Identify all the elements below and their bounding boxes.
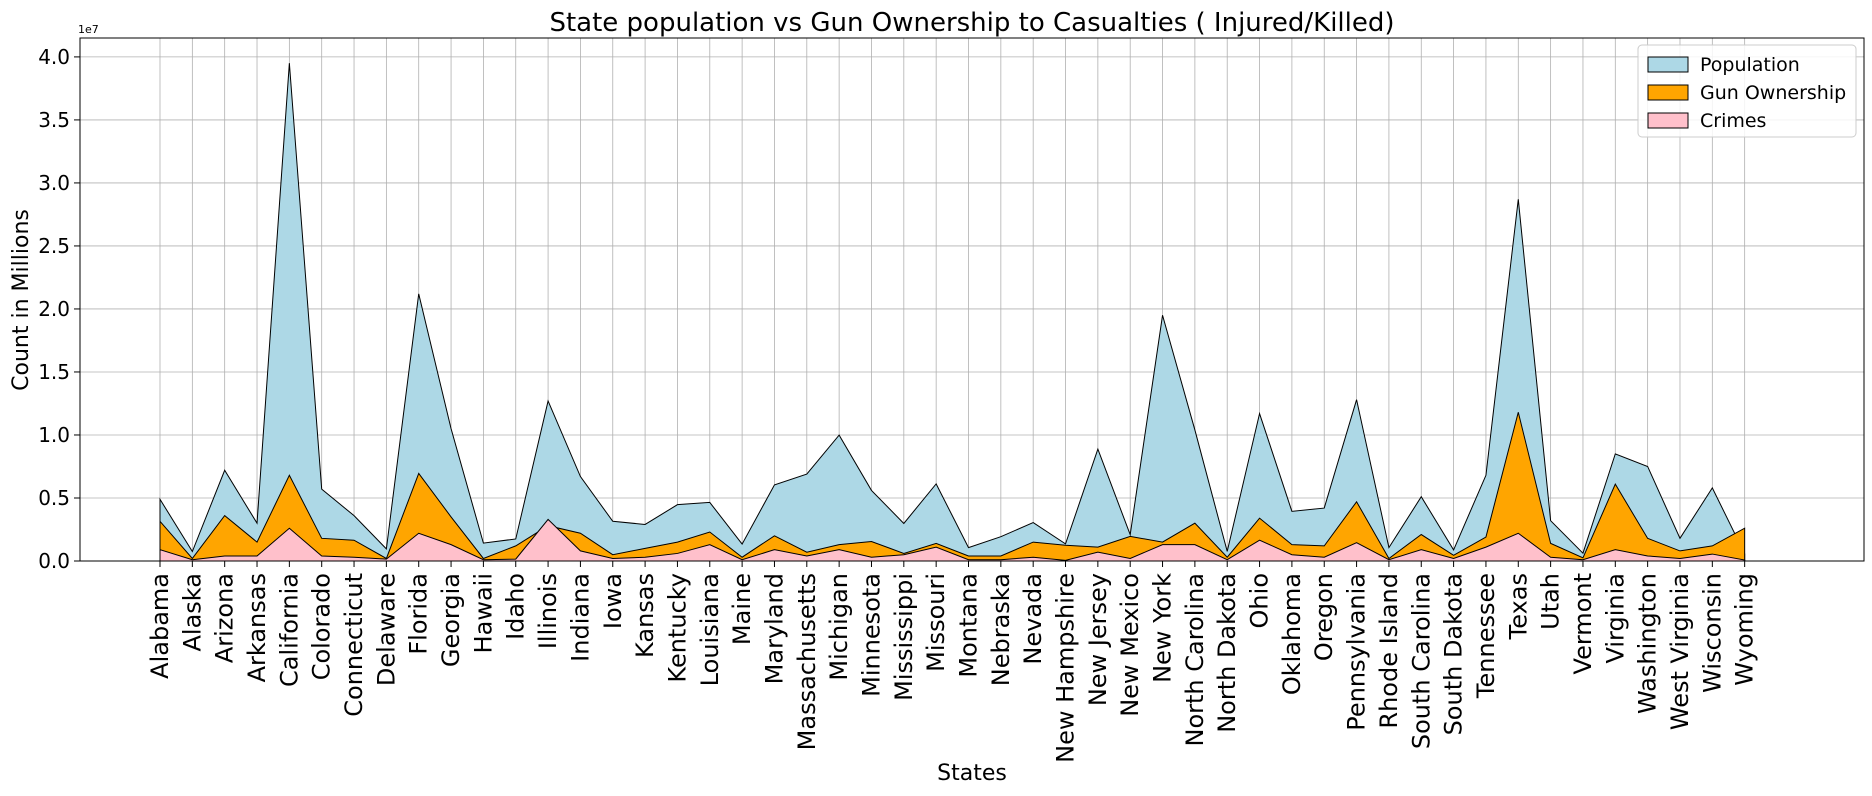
y-tick-label: 4.0 xyxy=(38,45,70,69)
x-tick-label: Maryland xyxy=(760,573,788,684)
legend: Population Gun Ownership Crimes xyxy=(1637,44,1857,138)
x-tick-label: Ohio xyxy=(1246,573,1274,628)
x-tick-label: Hawaii xyxy=(469,573,497,653)
x-tick-label: West Virginia xyxy=(1666,573,1694,730)
x-tick-label: Arizona xyxy=(211,573,239,663)
legend-label-crimes: Crimes xyxy=(1700,110,1766,132)
x-tick-label: Colorado xyxy=(308,573,336,680)
x-tick-label: Wisconsin xyxy=(1698,573,1726,693)
x-tick-label: Rhode Island xyxy=(1375,573,1403,729)
legend-frame xyxy=(1637,44,1857,138)
x-tick-label: Michigan xyxy=(825,573,853,681)
legend-swatch-crimes xyxy=(1647,112,1689,129)
x-tick-label: North Carolina xyxy=(1181,573,1209,747)
x-tick-label: Massachusetts xyxy=(793,573,821,750)
plot-frame xyxy=(79,37,1865,562)
y-tick-label: 2.5 xyxy=(38,234,70,258)
x-tick-label: Virginia xyxy=(1601,573,1629,664)
x-tick-label: Washington xyxy=(1634,573,1662,714)
x-tick-label: Oklahoma xyxy=(1278,573,1306,695)
x-tick-label: New Hampshire xyxy=(1052,573,1080,763)
y-axis-label: Count in Millions xyxy=(9,209,34,391)
x-tick-label: Idaho xyxy=(502,573,530,640)
y-axis-offset-label: 1e7 xyxy=(78,23,99,36)
legend-swatch-population xyxy=(1647,56,1689,73)
legend-label-gun-ownership: Gun Ownership xyxy=(1700,82,1846,104)
x-tick-label: Alabama xyxy=(146,573,174,679)
x-tick-label: Illinois xyxy=(534,573,562,649)
y-tick-label: 2.0 xyxy=(38,297,70,321)
x-axis-label: States xyxy=(937,761,1007,786)
plot-background xyxy=(80,38,1864,561)
area-crimes xyxy=(159,518,1746,562)
x-tick-label: Alaska xyxy=(178,573,206,651)
x-tick-label: New Jersey xyxy=(1084,573,1112,706)
x-tick-label: Minnesota xyxy=(857,573,885,697)
x-tick-label: Indiana xyxy=(566,573,594,662)
y-tick-label: 1.0 xyxy=(38,423,70,447)
area-series-layer xyxy=(159,63,1746,562)
x-tick-label: Texas xyxy=(1504,573,1532,640)
area-gun-ownership xyxy=(159,412,1746,562)
x-tick-label: South Dakota xyxy=(1440,573,1468,735)
x-tick-label: Kansas xyxy=(631,573,659,658)
y-tick-label: 3.0 xyxy=(38,171,70,195)
x-tick-label: New Mexico xyxy=(1116,573,1144,717)
x-tick-label: North Dakota xyxy=(1213,573,1241,733)
x-tick-label: Mississippi xyxy=(890,573,918,701)
x-tick-label: Nebraska xyxy=(987,573,1015,686)
x-tick-label: Connecticut xyxy=(340,573,368,717)
x-tick-label: Pennsylvania xyxy=(1343,573,1371,731)
x-tick-label: Louisiana xyxy=(696,573,724,686)
y-tick-label: 3.5 xyxy=(38,108,70,132)
x-tick-label: Nevada xyxy=(1019,573,1047,665)
x-tick-label: Georgia xyxy=(437,573,465,667)
y-tick-label: 0.5 xyxy=(38,486,70,510)
legend-label-population: Population xyxy=(1700,54,1800,76)
x-tick-label: Iowa xyxy=(599,573,627,629)
legend-swatch-gun-ownership xyxy=(1647,84,1689,101)
x-tick-label: Vermont xyxy=(1569,573,1597,674)
x-axis: Alabama Alaska Arizona Arkansas California Co… xyxy=(146,561,1759,763)
x-tick-label: South Carolina xyxy=(1407,573,1435,749)
y-tick-label: 0.0 xyxy=(38,549,70,573)
x-tick-label: Arkansas xyxy=(243,573,271,682)
y-tick-label: 1.5 xyxy=(38,360,70,384)
x-tick-label: Utah xyxy=(1537,573,1565,630)
x-tick-label: Wyoming xyxy=(1731,573,1759,686)
x-tick-label: Montana xyxy=(955,573,983,678)
x-tick-label: California xyxy=(275,573,303,687)
x-tick-label: Maine xyxy=(728,573,756,645)
x-tick-label: Oregon xyxy=(1310,573,1338,661)
x-tick-label: Delaware xyxy=(372,573,400,686)
area-population xyxy=(159,63,1746,562)
chart-title: State population vs Gun Ownership to Cas… xyxy=(549,8,1394,38)
x-tick-label: Tennessee xyxy=(1472,573,1500,699)
y-axis: 0.0 0.5 1.0 1.5 2.0 2.5 3.0 3.5 4.0 xyxy=(38,45,80,573)
x-tick-label: New York xyxy=(1149,573,1177,683)
x-tick-label: Missouri xyxy=(922,573,950,672)
x-tick-label: Florida xyxy=(405,573,433,655)
x-tick-label: Kentucky xyxy=(663,573,691,683)
